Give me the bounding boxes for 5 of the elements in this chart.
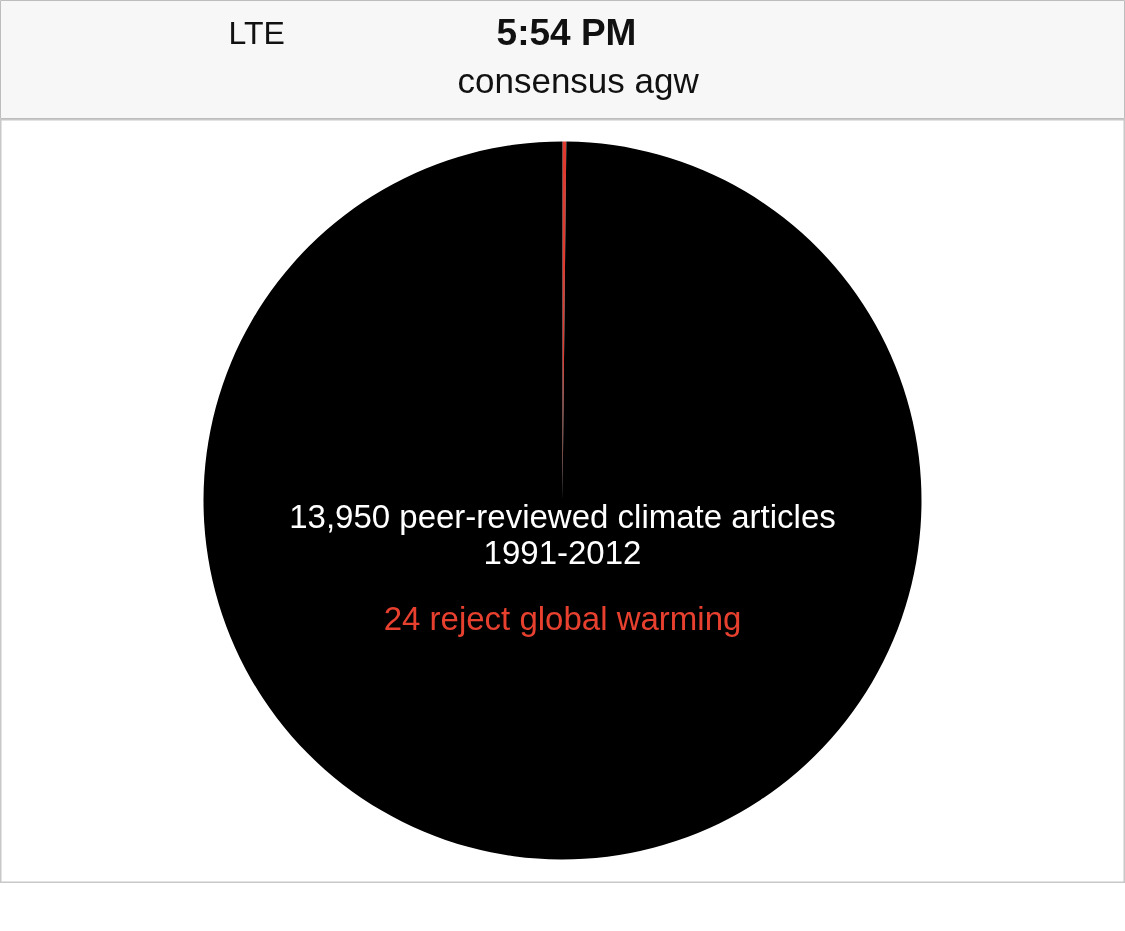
text: LTE xyxy=(228,14,285,51)
text: 5:54 PM xyxy=(496,12,637,53)
text: consensus agw xyxy=(457,61,700,100)
text: 24 reject global warming xyxy=(383,600,742,637)
text: 13,950 peer-reviewed climate articles 1991-2012 xyxy=(289,498,836,571)
